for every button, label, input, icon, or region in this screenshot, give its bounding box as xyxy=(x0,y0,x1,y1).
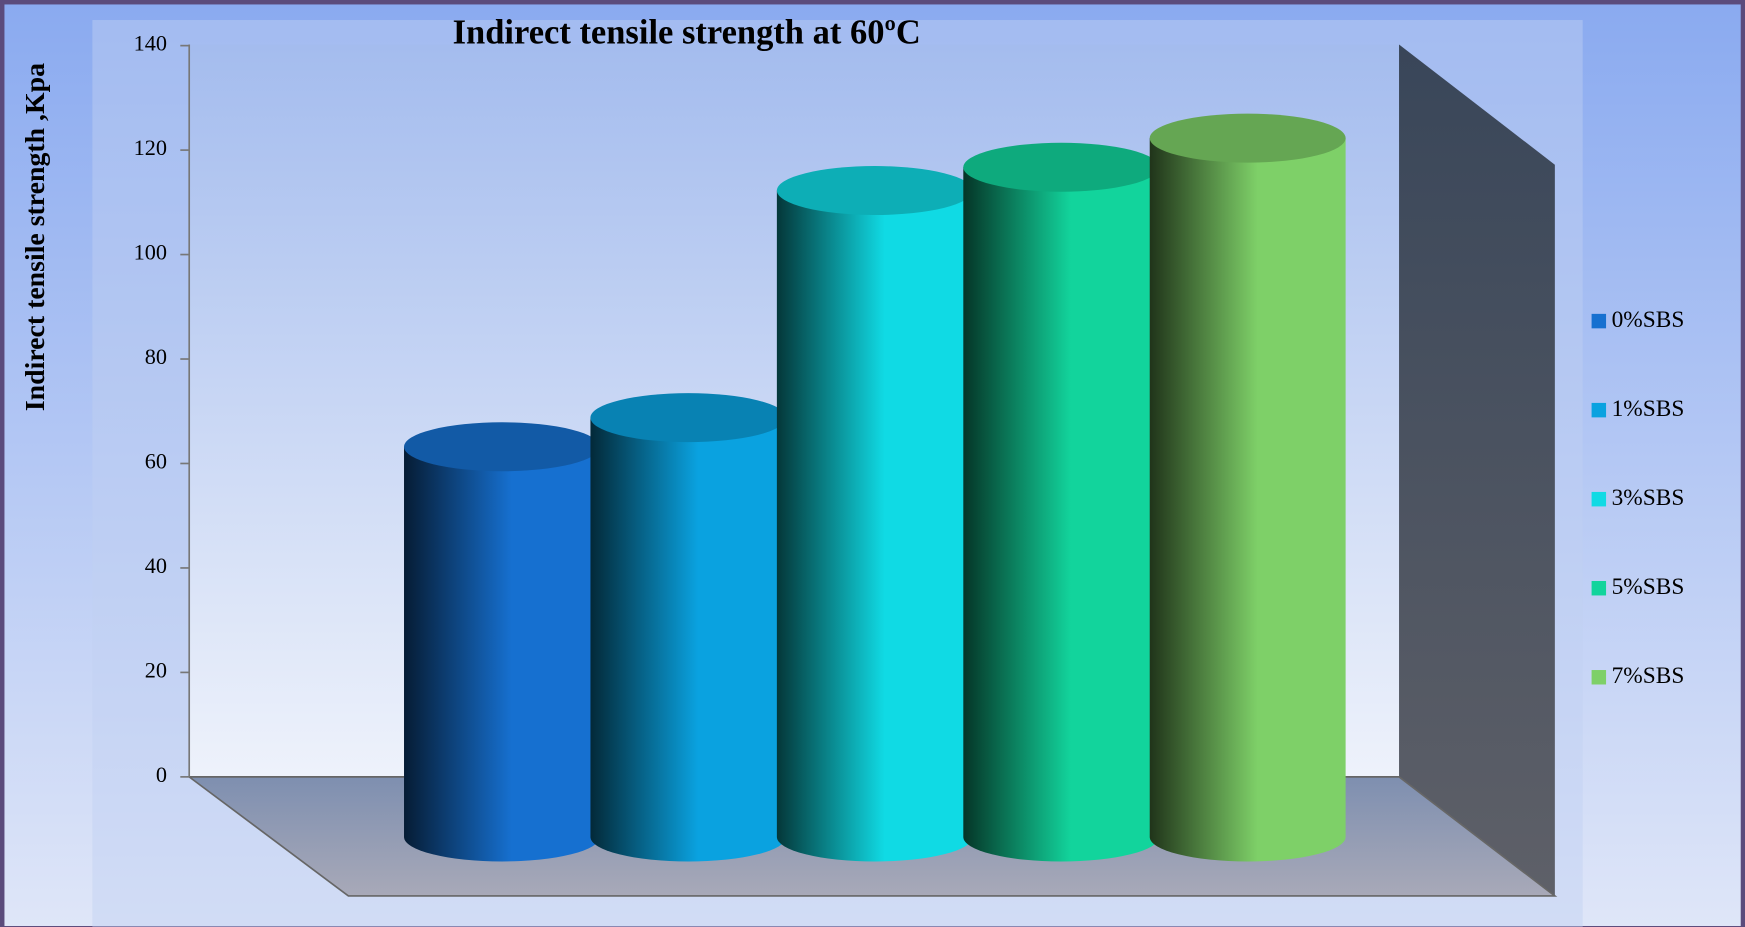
bar xyxy=(404,446,600,862)
bar xyxy=(963,167,1160,862)
legend-label: 0%SBS xyxy=(1612,307,1685,333)
y-tick-label: 60 xyxy=(145,449,167,474)
y-tick-label: 0 xyxy=(156,762,167,787)
y-tick-label: 100 xyxy=(134,240,167,265)
legend-label: 7%SBS xyxy=(1612,663,1685,689)
bar-top xyxy=(590,393,787,443)
legend-swatch xyxy=(1591,402,1607,418)
bar-top xyxy=(1149,113,1346,163)
y-tick-label: 140 xyxy=(134,31,167,56)
legend-swatch xyxy=(1591,313,1607,329)
legend-label: 3%SBS xyxy=(1612,485,1685,511)
legend-swatch xyxy=(1591,580,1607,596)
y-axis-label: Indirect tensile strength ,Kpa xyxy=(20,63,51,411)
side-wall xyxy=(1399,44,1555,896)
legend-label: 5%SBS xyxy=(1612,574,1685,600)
bar xyxy=(590,417,787,862)
legend-label: 1%SBS xyxy=(1612,396,1685,422)
bar-top xyxy=(776,166,973,216)
bar xyxy=(776,190,973,862)
y-tick-label: 20 xyxy=(145,658,167,683)
legend-swatch xyxy=(1591,670,1607,685)
legend-swatch xyxy=(1591,491,1607,507)
y-tick-label: 40 xyxy=(145,553,167,578)
bar-top xyxy=(404,422,600,472)
y-tick-label: 120 xyxy=(134,135,167,160)
bar xyxy=(1149,138,1346,862)
chart-title: Indirect tensile strength at 60ºC xyxy=(453,14,921,52)
y-tick-label: 80 xyxy=(145,344,167,369)
bar-top xyxy=(963,142,1160,192)
